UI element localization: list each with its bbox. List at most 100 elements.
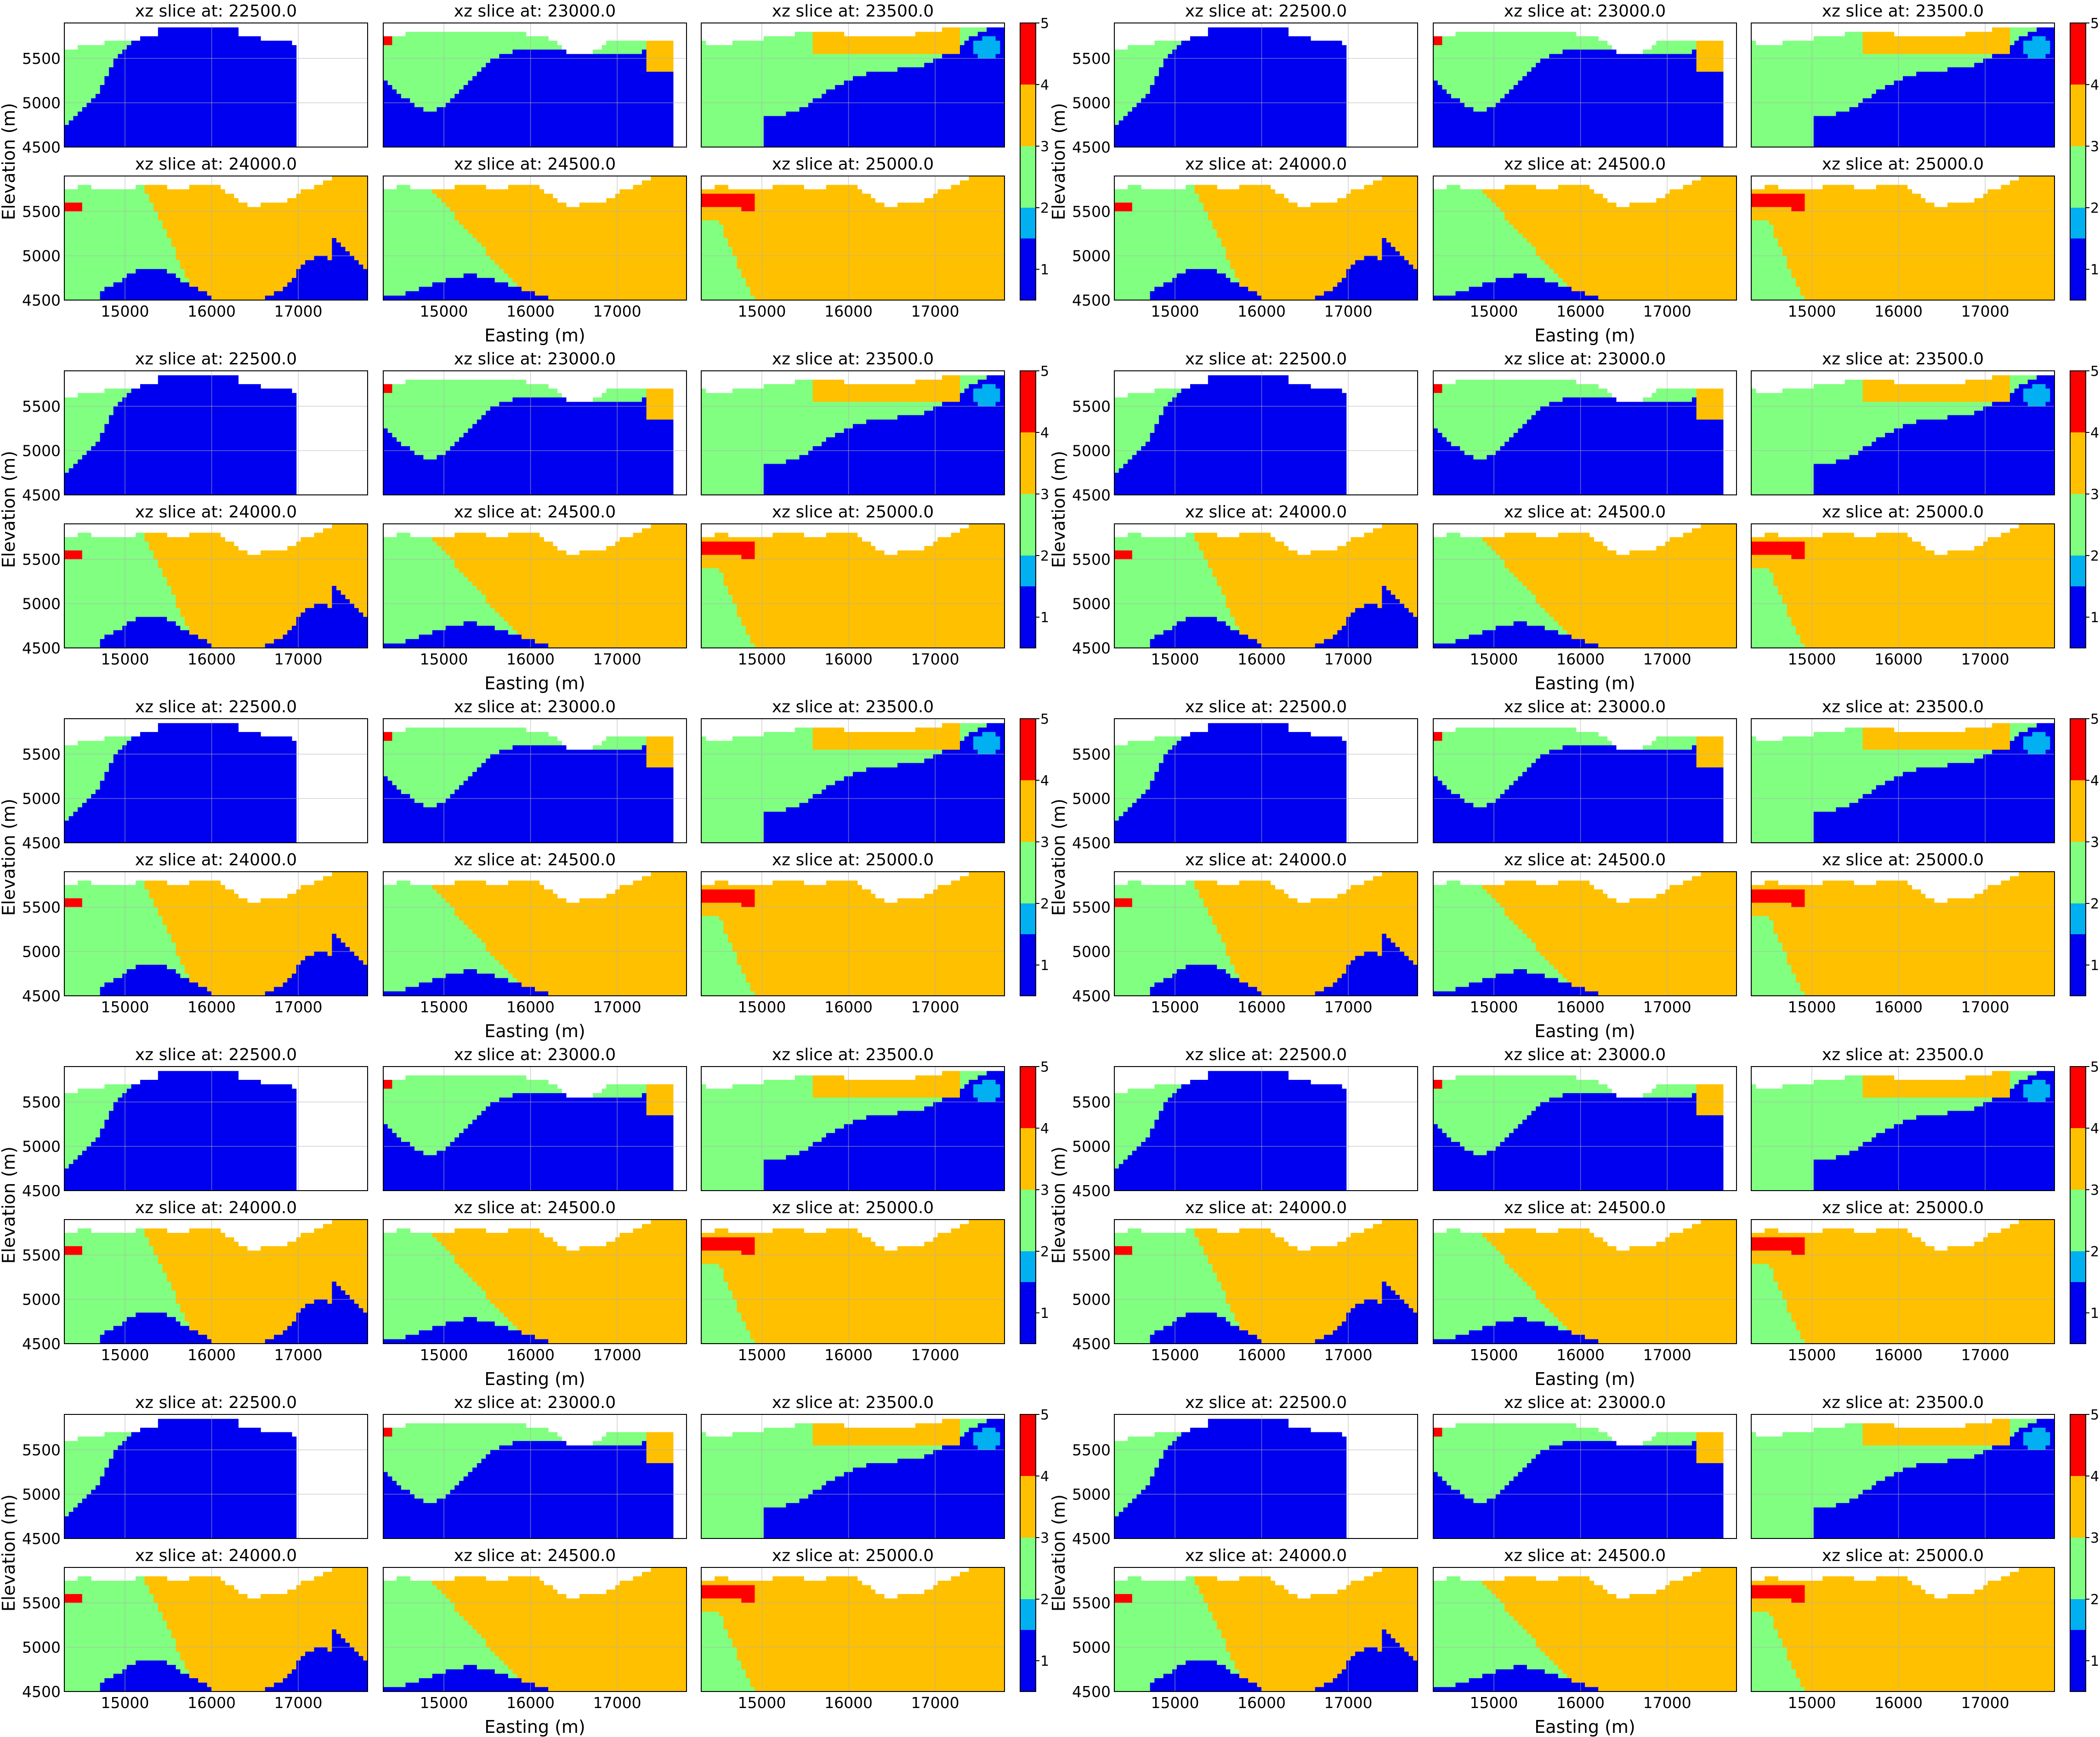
panel-title: xz slice at: 23000.0 — [1504, 1393, 1666, 1412]
colorbar-segment — [2070, 556, 2086, 586]
colorbar-tick-label: 2 — [2090, 1592, 2099, 1608]
y-tick-label: 5500 — [1072, 1441, 1111, 1459]
x-tick-label: 17000 — [274, 1346, 323, 1364]
slice-panel: xz slice at: 24500.0 15000 16000 17000 — [383, 851, 687, 1016]
panel-title: xz slice at: 22500.0 — [135, 350, 297, 369]
slice-heatmap — [1114, 524, 1418, 648]
panel-title: xz slice at: 25000.0 — [1822, 503, 1984, 522]
axes-frame — [1433, 23, 1737, 148]
slice-heatmap — [64, 23, 368, 147]
colorbar-tick-label: 2 — [2090, 896, 2099, 912]
colorbar-tick-label: 1 — [2090, 610, 2099, 626]
x-tick-label: 15000 — [101, 650, 149, 668]
slice-panel: xz slice at: 24000.0 4500 5000 5500 15000 160… — [1072, 1546, 1418, 1712]
axes-frame — [64, 1219, 368, 1344]
y-tick-label: 4500 — [22, 291, 61, 309]
panel-title: xz slice at: 24000.0 — [1185, 851, 1347, 869]
colorbar: 1 2 3 4 5 — [2070, 16, 2099, 301]
panel-title: xz slice at: 23500.0 — [1822, 1045, 1984, 1064]
axes-frame — [64, 23, 368, 148]
x-tick-label: 16000 — [1874, 1694, 1923, 1712]
y-tick-label: 4500 — [1072, 1182, 1111, 1200]
colorbar-tick-label: 3 — [2090, 1530, 2099, 1546]
axes-frame — [701, 1066, 1005, 1191]
y-tick-label: 5000 — [1072, 1138, 1111, 1156]
axes-frame — [701, 370, 1005, 495]
panel-title: xz slice at: 25000.0 — [772, 155, 934, 174]
slice-panel: xz slice at: 22500.0 4500 5000 5500 — [1072, 350, 1418, 504]
x-tick-label: 15000 — [420, 1346, 468, 1364]
slice-heatmap — [64, 719, 368, 843]
colorbar-frame — [1020, 370, 1036, 648]
slice-heatmap — [1751, 872, 2055, 996]
y-tick-label: 5000 — [22, 1291, 61, 1309]
slice-panel: xz slice at: 22500.0 4500 5000 5500 — [1072, 698, 1418, 852]
colorbar-segment — [1020, 1282, 1036, 1344]
colorbar-tick-label: 2 — [1040, 1244, 1049, 1260]
x-tick-label: 17000 — [1961, 1346, 2009, 1364]
slice-panel: xz slice at: 24000.0 4500 5000 5500 15000 160… — [22, 503, 368, 668]
slice-heatmap — [64, 1414, 368, 1538]
slice-heatmap — [1751, 1414, 2055, 1538]
colorbar-segment — [1020, 371, 1036, 432]
x-tick-label: 16000 — [824, 998, 873, 1016]
y-tick-label: 4500 — [1072, 1335, 1111, 1353]
slice-heatmap — [1433, 176, 1737, 300]
y-tick-label: 5000 — [1072, 595, 1111, 613]
colorbar-tick-label: 3 — [2090, 139, 2099, 155]
colorbar-segment — [1020, 586, 1036, 648]
y-axis-label: Elevation (m) — [0, 451, 19, 568]
colorbar-tick-label: 4 — [2090, 1121, 2099, 1137]
x-tick-label: 15000 — [738, 650, 786, 668]
slice-heatmap — [383, 23, 687, 147]
colorbar-segment — [2070, 1067, 2086, 1128]
x-axis-label: Easting (m) — [1534, 673, 1635, 693]
slice-heatmap — [1433, 719, 1737, 843]
colorbar-frame — [1020, 1414, 1036, 1692]
colorbar-segment — [2070, 238, 2086, 300]
panel-title: xz slice at: 24500.0 — [454, 1198, 616, 1217]
colorbar-segment — [2070, 1282, 2086, 1344]
y-tick-label: 5000 — [1072, 1486, 1111, 1504]
y-tick-label: 5500 — [22, 1246, 61, 1264]
y-tick-label: 4500 — [22, 834, 61, 852]
x-tick-label: 17000 — [1324, 650, 1373, 668]
axes-frame — [64, 871, 368, 996]
slice-panel: xz slice at: 24500.0 15000 16000 17000 — [1433, 1198, 1737, 1364]
slice-heatmap — [383, 872, 687, 996]
colorbar-segment — [1020, 903, 1036, 934]
slice-panel: xz slice at: 23000.0 — [383, 1393, 687, 1539]
slice-panel: xz slice at: 25000.0 15000 16000 17000 — [1751, 851, 2055, 1016]
colorbar-segment — [2070, 1630, 2086, 1692]
x-tick-label: 17000 — [1324, 302, 1373, 320]
x-tick-label: 16000 — [824, 1694, 873, 1712]
y-tick-label: 5000 — [22, 1138, 61, 1156]
colorbar-segment — [2070, 842, 2086, 903]
slice-heatmap — [1433, 1220, 1737, 1344]
panel-title: xz slice at: 24500.0 — [454, 503, 616, 522]
slice-panel: xz slice at: 24000.0 4500 5000 5500 15000 160… — [1072, 155, 1418, 320]
panel-title: xz slice at: 25000.0 — [772, 1546, 934, 1565]
axes-frame — [383, 1414, 687, 1539]
panel-title: xz slice at: 22500.0 — [135, 1045, 297, 1064]
slice-panel: xz slice at: 24500.0 15000 16000 17000 — [1433, 851, 1737, 1016]
x-tick-label: 16000 — [1237, 998, 1286, 1016]
x-tick-label: 17000 — [1643, 1694, 1691, 1712]
x-tick-label: 15000 — [101, 998, 149, 1016]
colorbar-tick-label: 1 — [2090, 1306, 2099, 1322]
axes-frame — [1433, 1219, 1737, 1344]
axes-frame — [1751, 370, 2055, 495]
x-tick-label: 16000 — [187, 650, 236, 668]
axes-frame — [383, 370, 687, 495]
axes-frame — [383, 871, 687, 996]
colorbar-segment — [2070, 1190, 2086, 1251]
x-tick-label: 17000 — [1961, 302, 2009, 320]
slice-panel: xz slice at: 24000.0 4500 5000 5500 15000 160… — [1072, 503, 1418, 668]
colorbar-segment — [1020, 780, 1036, 842]
x-tick-label: 16000 — [1556, 998, 1605, 1016]
x-tick-label: 15000 — [1470, 998, 1518, 1016]
slice-panel: xz slice at: 25000.0 15000 16000 17000 — [1751, 503, 2055, 668]
x-tick-label: 17000 — [274, 1694, 323, 1712]
x-tick-label: 17000 — [1643, 998, 1691, 1016]
